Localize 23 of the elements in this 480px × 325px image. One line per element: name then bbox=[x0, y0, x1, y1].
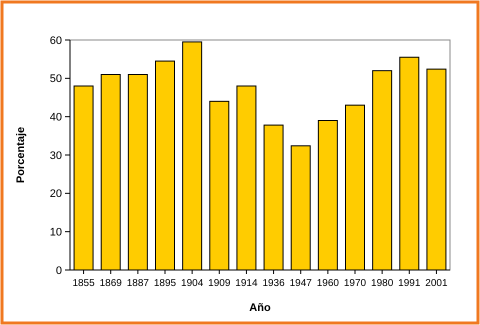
x-tick-label: 1947 bbox=[290, 278, 312, 289]
x-tick-label: 1904 bbox=[181, 278, 204, 289]
x-tick-label: 1970 bbox=[344, 278, 367, 289]
x-tick-label: 1914 bbox=[235, 278, 258, 289]
x-tick-label: 1909 bbox=[208, 278, 231, 289]
x-tick-label: 1855 bbox=[72, 278, 96, 289]
y-tick-label: 10 bbox=[50, 226, 62, 239]
x-axis-title: Año bbox=[249, 302, 271, 314]
x-tick-label: 1991 bbox=[398, 278, 421, 289]
x-tick-label: 1895 bbox=[154, 278, 177, 289]
y-tick-label: 60 bbox=[50, 34, 62, 47]
x-tick-label: 1960 bbox=[316, 278, 340, 289]
y-tick-label: 50 bbox=[50, 73, 62, 86]
y-tick-label: 0 bbox=[56, 264, 62, 277]
y-tick-label: 20 bbox=[50, 188, 62, 200]
y-tick-label: 40 bbox=[50, 112, 62, 124]
x-tick-label: 1980 bbox=[371, 278, 394, 289]
x-tick-label: 2001 bbox=[425, 278, 448, 289]
x-tick-label: 1936 bbox=[262, 278, 286, 289]
x-tick-label: 1869 bbox=[100, 278, 122, 289]
y-tick-label: 30 bbox=[50, 150, 62, 162]
x-tick-label: 1887 bbox=[126, 278, 150, 289]
y-axis-title: Porcentaje bbox=[15, 126, 27, 184]
